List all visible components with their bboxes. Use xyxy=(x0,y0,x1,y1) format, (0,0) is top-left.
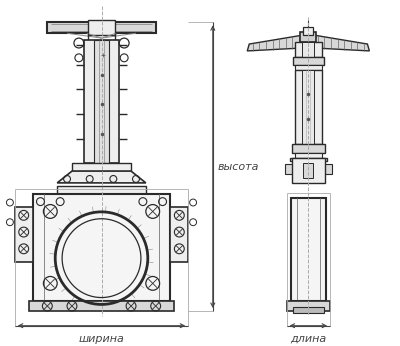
Bar xyxy=(94,40,109,163)
Bar xyxy=(302,42,314,57)
Bar xyxy=(294,65,322,70)
Bar xyxy=(47,22,156,33)
Bar xyxy=(32,194,170,301)
Polygon shape xyxy=(57,171,146,183)
Text: длина: длина xyxy=(290,334,326,344)
Bar xyxy=(170,208,188,262)
Bar xyxy=(57,186,146,194)
Bar xyxy=(88,20,115,35)
Text: ширина: ширина xyxy=(78,334,124,344)
Bar xyxy=(290,158,327,161)
Bar xyxy=(302,70,314,144)
Bar xyxy=(84,40,119,163)
Bar xyxy=(285,164,292,174)
Polygon shape xyxy=(314,35,370,51)
Bar xyxy=(292,158,325,183)
Bar xyxy=(15,208,32,262)
Bar xyxy=(72,163,131,171)
Bar xyxy=(304,158,312,161)
Bar xyxy=(304,163,313,178)
Bar xyxy=(300,32,316,42)
Bar xyxy=(294,70,322,144)
Bar xyxy=(324,164,332,174)
Bar xyxy=(291,198,326,301)
Bar xyxy=(292,144,325,153)
Bar xyxy=(304,27,313,35)
Polygon shape xyxy=(247,35,302,51)
Text: высота: высота xyxy=(218,162,259,172)
Bar xyxy=(294,42,322,57)
Bar xyxy=(287,301,330,311)
Bar xyxy=(294,153,322,161)
Bar xyxy=(29,301,174,311)
Bar xyxy=(292,307,324,313)
Bar xyxy=(292,57,324,65)
